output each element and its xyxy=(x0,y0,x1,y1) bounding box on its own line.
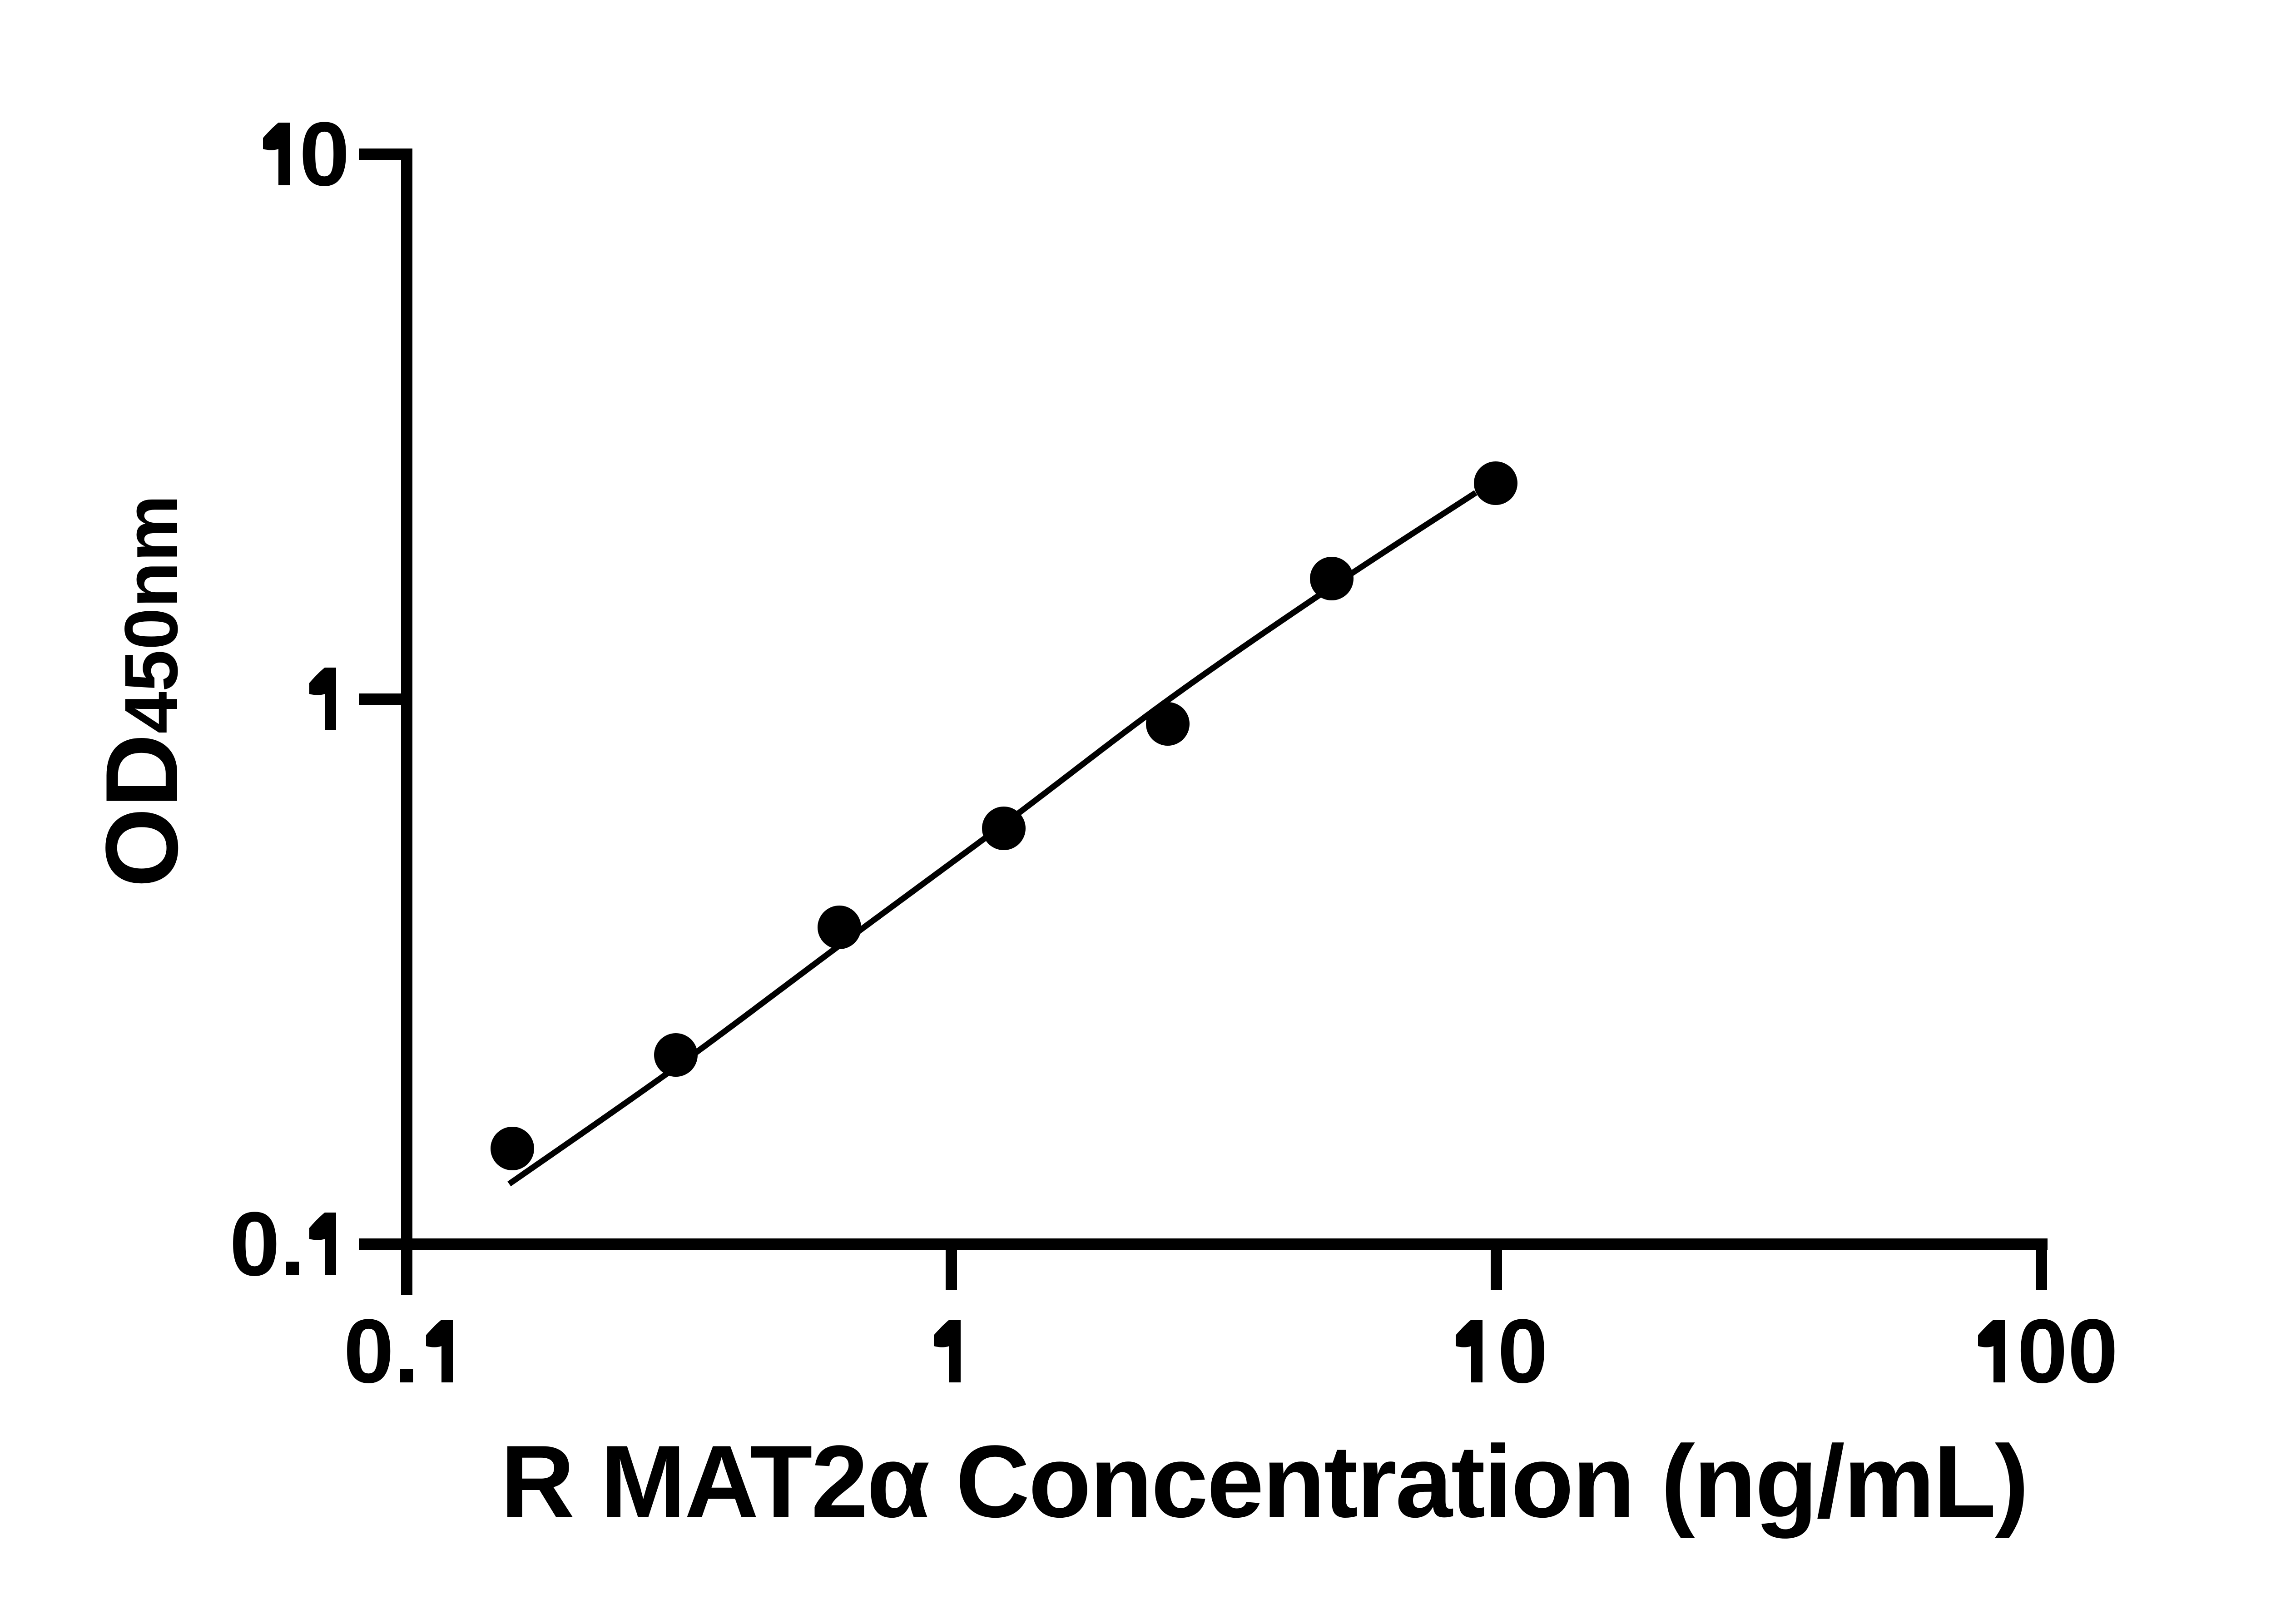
svg-text:0.: 0. xyxy=(343,1301,419,1402)
svg-text:0: 0 xyxy=(299,104,350,205)
svg-text:0.: 0. xyxy=(229,1193,305,1295)
svg-text:0: 0 xyxy=(1497,1301,1548,1402)
svg-text:00: 00 xyxy=(2017,1301,2118,1402)
svg-text:R MAT2α Concentration (ng/mL): R MAT2α Concentration (ng/mL) xyxy=(501,1424,2028,1539)
svg-text:OD450nm: OD450nm xyxy=(84,495,199,888)
